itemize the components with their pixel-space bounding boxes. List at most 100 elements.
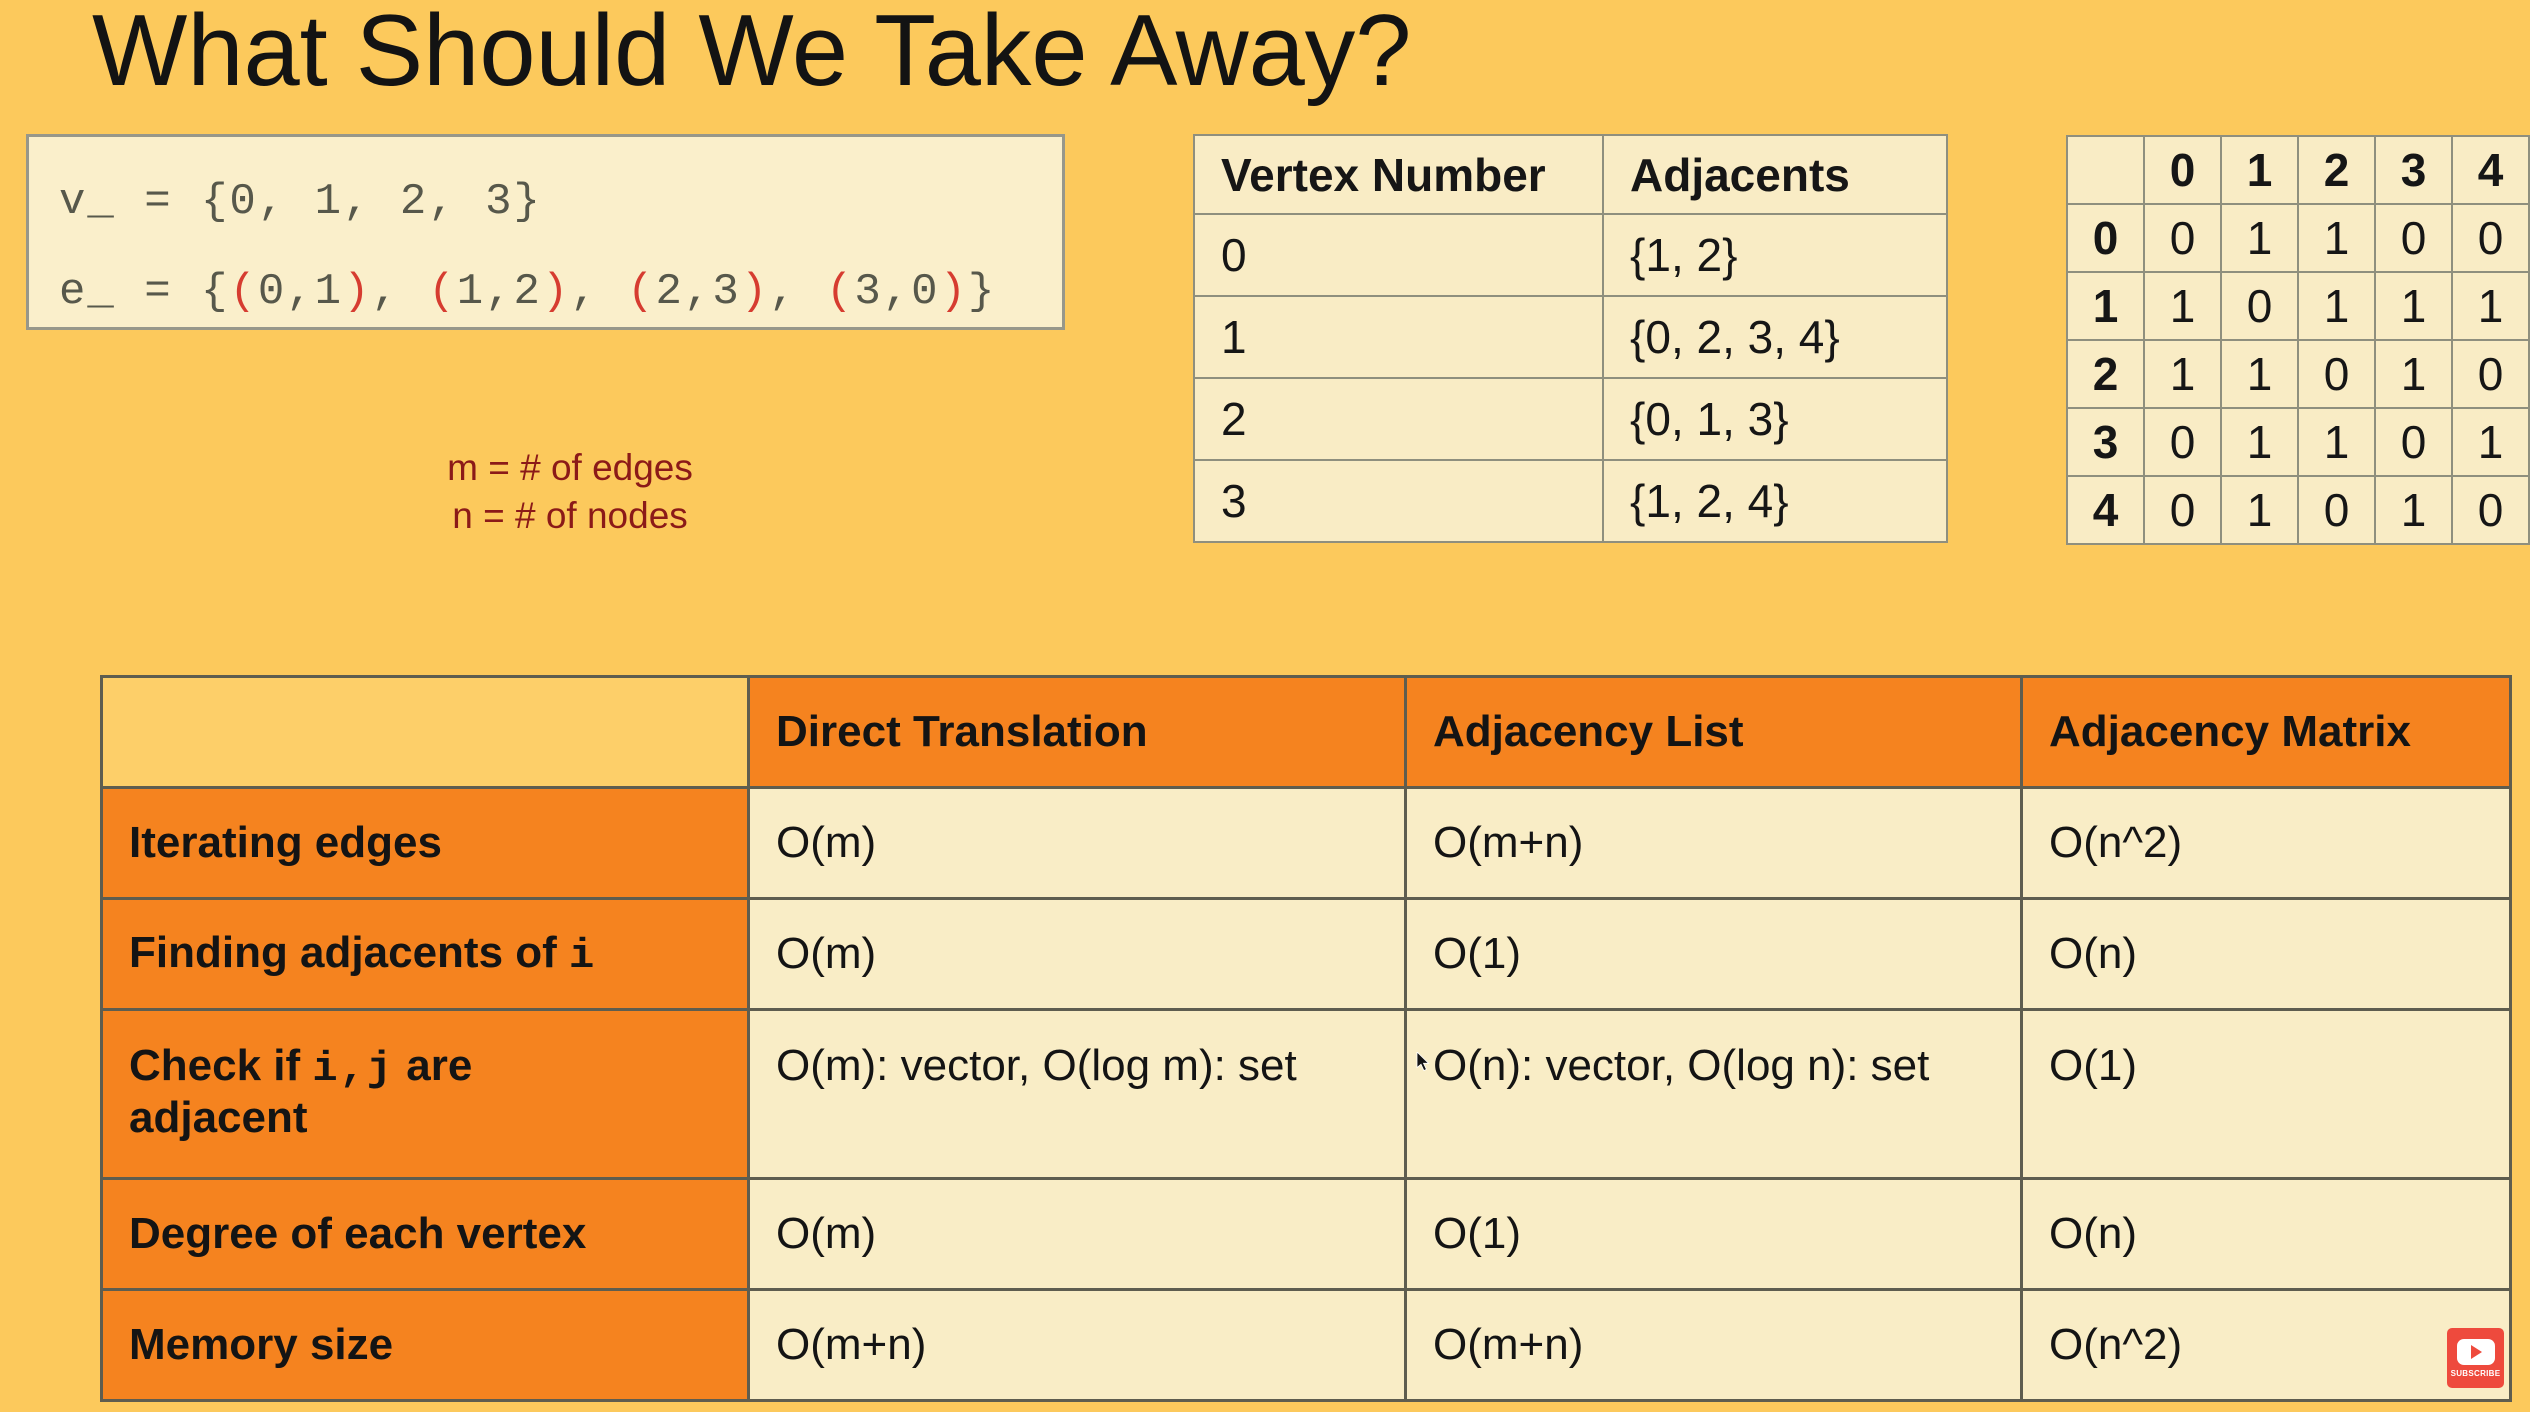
legend-line-n: n = # of nodes [452,495,688,536]
complexity-cell: O(m) [747,786,1407,900]
code-token: 1,2 [456,267,542,317]
table-row: 1 {0, 2, 3, 4} [1193,295,1948,379]
matrix-row-header: 4 [2066,475,2145,545]
legend-line-m: m = # of edges [447,447,693,488]
subscribe-badge[interactable]: SUBSCRIBE [2447,1328,2504,1388]
matrix-cell: 0 [2297,339,2376,409]
adjacency-list-header: Vertex Number [1193,134,1604,215]
comparison-row: Degree of each vertex O(m) O(1) O(n) [100,1177,2512,1291]
adjacency-list-table: Vertex Number Adjacents 0 {1, 2} 1 {0, 2, 3, … [1193,134,1948,543]
matrix-cell: 0 [2374,407,2453,477]
mono-symbol: i,j [312,1045,395,1093]
matrix-cell: 0 [2374,203,2453,273]
code-token: 0,1 [257,267,344,317]
table-row: 3 {1, 2, 4} [1193,459,1948,543]
matrix-cell: 0 [2451,339,2530,409]
comparison-header-row: Direct Translation Adjacency List Adjacenc… [100,675,2512,789]
adjacency-list-cell: 0 [1193,213,1604,297]
label-text: Degree of each vertex [129,1209,587,1258]
label-text: Check if [129,1041,313,1090]
matrix-cell: 1 [2143,271,2222,341]
complexity-cell: O(1) [1404,1177,2023,1291]
matrix-corner [2066,135,2145,205]
comparison-row: Finding adjacents of i O(m) O(1) O(n) [100,897,2512,1011]
page-title: What Should We Take Away? [92,0,1412,107]
matrix-row-header: 1 [2066,271,2145,341]
matrix-cell: 1 [2374,339,2453,409]
matrix-row-header: 0 [2066,203,2145,273]
adjacency-list-cell: {1, 2, 4} [1602,459,1948,543]
comparison-row: Memory size O(m+n) O(m+n) O(n^2) [100,1288,2512,1402]
edge-node-legend: m = # of edges n = # of nodes [420,444,720,540]
adjacency-list-header-row: Vertex Number Adjacents [1193,134,1948,215]
matrix-cell: 0 [2143,203,2222,273]
matrix-cell: 0 [2143,407,2222,477]
complexity-cell: O(m+n) [1404,786,2023,900]
comparison-row-label: Degree of each vertex [100,1177,750,1291]
comparison-row: Iterating edges O(m) O(m+n) O(n^2) [100,786,2512,900]
complexity-cell: O(n): vector, O(log n): set [1404,1008,2023,1180]
complexity-cell: O(1) [1404,897,2023,1011]
matrix-col-header: 0 [2143,135,2222,205]
matrix-cell: 1 [2374,475,2453,545]
comparison-row-label: Check if i,j are adjacent [100,1008,750,1180]
matrix-col-header: 1 [2220,135,2299,205]
label-text: Finding adjacents of [129,928,570,977]
comparison-table: Direct Translation Adjacency List Adjacenc… [100,675,2512,1402]
matrix-cell: 0 [2451,475,2530,545]
matrix-cell: 0 [2297,475,2376,545]
matrix-cell: 0 [2143,475,2222,545]
complexity-cell: O(m): vector, O(log m): set [747,1008,1407,1180]
matrix-cell: 1 [2220,407,2299,477]
code-token: , [769,267,826,317]
label-text: Memory size [129,1320,394,1369]
code-paren: ( [428,267,457,317]
table-row: 2 {0, 1, 3} [1193,377,1948,461]
matrix-cell: 1 [2374,271,2453,341]
complexity-cell: O(m) [747,897,1407,1011]
comparison-row-label: Iterating edges [100,786,750,900]
complexity-cell: O(1) [2020,1008,2512,1180]
comparison-corner-cell [100,675,750,789]
complexity-cell: O(m+n) [1404,1288,2023,1402]
matrix-col-header: 4 [2451,135,2530,205]
matrix-row-header: 2 [2066,339,2145,409]
matrix-cell: 1 [2451,271,2530,341]
complexity-cell: O(m) [747,1177,1407,1291]
matrix-cell: 1 [2143,339,2222,409]
code-paren: ) [343,267,372,317]
code-paren: ) [541,267,571,317]
mono-symbol: i [569,932,597,980]
complexity-cell: O(n) [2020,1177,2512,1291]
matrix-col-header: 2 [2297,135,2376,205]
adjacency-list-header: Adjacents [1602,134,1948,215]
comparison-col-header: Adjacency Matrix [2020,675,2512,789]
label-text: are [394,1041,473,1090]
subscribe-label: SUBSCRIBE [2450,1368,2501,1378]
code-paren: ( [825,267,855,317]
code-box: v_ = {0, 1, 2, 3} e_ = {(0,1), (1,2), (2… [26,134,1065,330]
matrix-cell: 1 [2220,339,2299,409]
matrix-cell: 1 [2297,271,2376,341]
code-paren: ) [939,267,968,317]
matrix-cell: 0 [2220,271,2299,341]
complexity-cell: O(n) [2020,897,2512,1011]
code-line-edges: e_ = {(0,1), (1,2), (2,3), (3,0)} [59,247,1062,337]
adjacency-list-cell: 3 [1193,459,1604,543]
matrix-row-header: 3 [2066,407,2145,477]
code-line-vertices: v_ = {0, 1, 2, 3} [59,157,1062,247]
code-paren: ( [229,267,258,317]
label-text: adjacent [129,1093,308,1142]
label-text: Iterating edges [129,818,442,867]
code-token: 2,3 [655,267,741,317]
matrix-cell: 1 [2297,203,2376,273]
code-token: , [371,267,429,317]
matrix-cell: 1 [2297,407,2376,477]
code-paren: ( [627,267,656,317]
matrix-cell: 0 [2451,203,2530,273]
